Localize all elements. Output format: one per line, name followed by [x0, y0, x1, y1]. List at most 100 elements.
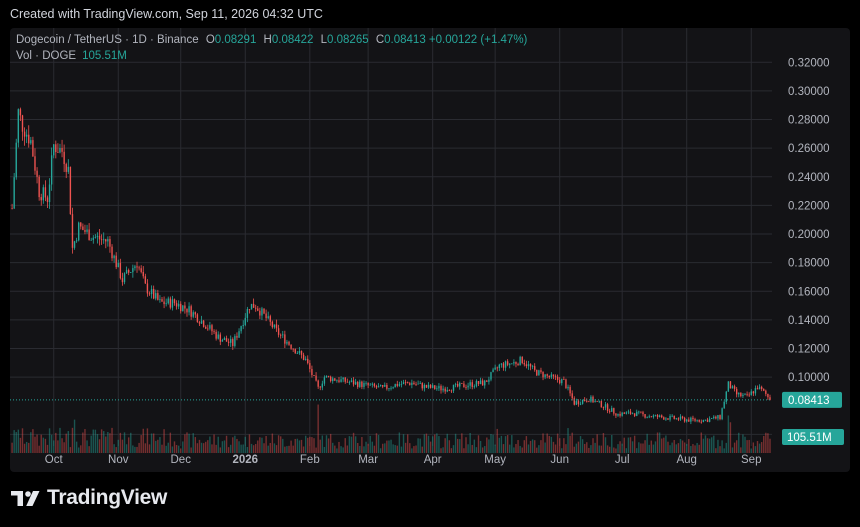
candle-body	[273, 324, 276, 328]
candle-body	[200, 320, 203, 324]
candle-body	[596, 401, 598, 402]
volume-bar	[440, 448, 442, 453]
candle-body	[271, 321, 274, 328]
volume-bar	[25, 441, 28, 453]
volume-bar	[275, 445, 278, 453]
candle-body	[338, 380, 340, 382]
volume-bar	[273, 443, 276, 453]
volume-bar	[758, 443, 761, 453]
low-label: L	[320, 34, 328, 46]
candle-body	[577, 401, 580, 405]
volume-bar	[511, 435, 513, 453]
candle-body	[177, 303, 180, 307]
volume-bar	[419, 438, 421, 453]
symbol-legend: Dogecoin / TetherUS · 1D · Binance O0.08…	[16, 34, 527, 46]
candle-body	[327, 375, 330, 377]
candle-body	[250, 303, 253, 310]
candle-body	[269, 316, 271, 322]
volume-bar	[536, 447, 538, 453]
volume-bar	[715, 448, 717, 453]
volume-bar	[640, 443, 642, 453]
x-tick-label: Mar	[358, 454, 378, 466]
volume-bar	[717, 439, 719, 453]
volume-bar	[406, 434, 409, 453]
volume-bar	[592, 438, 594, 453]
volume-bar	[667, 441, 669, 453]
volume-bar	[144, 443, 147, 453]
candle-body	[375, 386, 378, 388]
volume-bar	[148, 444, 151, 453]
candle-body	[509, 363, 511, 365]
candle-body	[298, 351, 301, 354]
volume-bar	[681, 440, 684, 453]
candle-body	[488, 379, 490, 382]
open-value: 0.08291	[214, 34, 257, 46]
candle-body	[629, 411, 632, 414]
volume-bar	[117, 439, 119, 453]
volume-bar	[267, 445, 269, 453]
candle-body	[409, 383, 411, 385]
y-tick-label: 0.26000	[788, 143, 830, 155]
candle-body	[240, 326, 242, 332]
candle-body	[348, 381, 351, 383]
volume-bar	[729, 422, 732, 453]
candle-body	[748, 394, 750, 396]
volume-legend: Vol · DOGE 105.51M	[16, 50, 127, 62]
candle-body	[357, 382, 359, 387]
candle-body	[267, 316, 269, 319]
candle-body	[750, 391, 752, 395]
volume-bar	[242, 444, 244, 453]
volume-bar	[32, 429, 34, 453]
volume-bar	[561, 448, 563, 453]
candle-body	[573, 398, 575, 405]
volume-bar	[548, 435, 550, 453]
candle-body	[754, 388, 757, 394]
candle-body	[656, 415, 659, 418]
volume-bar	[473, 439, 476, 453]
candle-body	[563, 379, 565, 380]
volume-bar	[450, 448, 453, 453]
candle-body	[379, 385, 382, 387]
volume-bar	[46, 444, 49, 453]
candle-body	[661, 415, 663, 418]
candle-body	[59, 148, 61, 153]
candle-body	[679, 416, 682, 420]
candle-body	[169, 298, 172, 308]
candle-body	[207, 328, 209, 330]
candle-body	[46, 197, 49, 203]
candle-body	[496, 367, 498, 369]
volume-bar	[292, 445, 294, 453]
volume-bar	[586, 442, 588, 453]
volume-bar	[248, 434, 251, 453]
volume-bar	[36, 434, 38, 453]
candle-body	[681, 416, 684, 418]
volume-bar	[234, 435, 236, 453]
candle-body	[246, 309, 249, 318]
volume-bar	[340, 446, 342, 453]
volume-bar	[152, 433, 155, 453]
candle-body	[194, 312, 197, 315]
candle-body	[242, 325, 244, 327]
volume-bar	[750, 448, 752, 453]
candle-body	[733, 386, 736, 389]
candlestick-chart[interactable]: 0.32000 0.30000 0.28000 0.26000 0.24000 0.220…	[10, 28, 850, 472]
candle-body	[729, 381, 732, 389]
volume-bar	[746, 440, 748, 453]
candle-body	[38, 176, 40, 198]
candle-body	[73, 241, 76, 248]
volume-bar	[284, 446, 286, 453]
volume-bar	[700, 432, 702, 453]
candle-body	[644, 414, 646, 418]
volume-bar	[756, 441, 759, 453]
tradingview-logo-icon	[11, 490, 40, 506]
candle-body	[171, 299, 174, 308]
volume-bar	[563, 438, 565, 453]
volume-bar	[159, 437, 161, 453]
candle-body	[94, 237, 97, 238]
candle-body	[529, 364, 532, 367]
volume-bar	[544, 442, 546, 453]
volume-bar	[55, 432, 57, 453]
chart-panel[interactable]: 0.32000 0.30000 0.28000 0.26000 0.24000 0.220…	[10, 28, 850, 472]
candle-body	[519, 356, 521, 366]
